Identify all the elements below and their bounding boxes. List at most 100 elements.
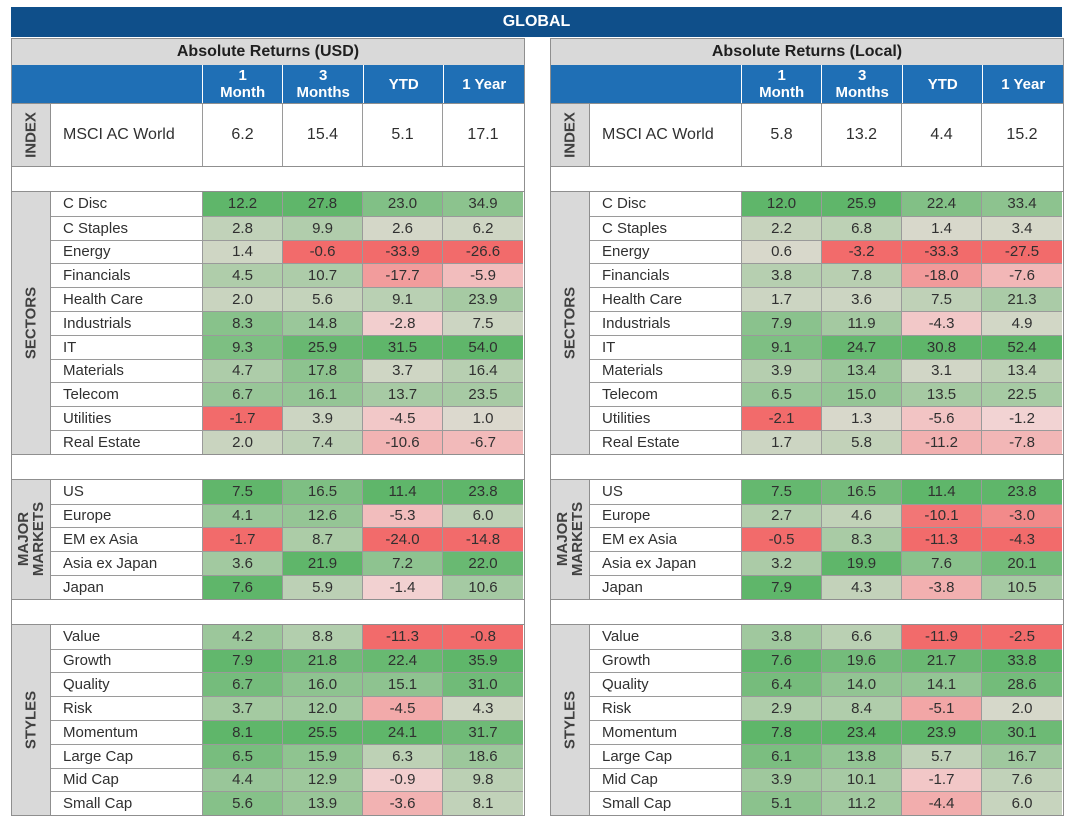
row-label: IT [590,334,742,359]
value-cell: 3.2 [742,551,822,575]
value-cell: 2.8 [203,215,283,240]
row-label: Europe [590,503,742,528]
value-cell: 16.5 [283,479,363,504]
value-cell: 25.9 [283,334,363,359]
table-row: US 7.5 16.5 11.4 23.8 [51,479,524,504]
table-row: Health Care 1.7 3.6 7.5 21.3 [590,287,1063,311]
value-cell: 4.2 [203,624,283,649]
value-cell: -14.8 [443,527,523,552]
value-cell: 5.6 [203,791,283,816]
value-cell: 2.9 [742,696,822,720]
table-row: Telecom 6.7 16.1 13.7 23.5 [51,382,524,407]
value-cell: -27.5 [982,239,1062,264]
group-label-cell: SECTORS [12,192,51,454]
value-cell: 5.1 [742,791,822,816]
value-cell: 34.9 [443,192,523,216]
value-cell: 5.8 [822,429,902,454]
table-row: Energy 1.4 -0.6 -33.9 -26.6 [51,239,524,264]
column-header: 1 Year [1001,75,1046,93]
table-row: Europe 2.7 4.6 -10.1 -3.0 [590,503,1063,528]
group-spacer [551,598,1063,624]
row-label: Momentum [51,719,203,744]
row-label: Japan [590,574,742,599]
column-header: 1 Month [203,65,284,103]
value-cell: 3.9 [742,358,822,383]
value-cell: 13.7 [363,382,443,407]
group-spacer [551,166,1063,191]
value-cell: 23.9 [902,719,982,744]
value-cell: -4.4 [902,791,982,816]
value-cell: 7.6 [742,648,822,673]
value-cell: 6.1 [742,743,822,768]
column-header: YTD [903,65,984,103]
value-cell: 22.4 [363,648,443,673]
value-cell: 21.9 [283,551,363,575]
group-1: SECTORS C Disc 12.0 25.9 22.4 33.4 C Staples 2.… [551,191,1063,454]
value-cell: 6.6 [822,624,902,649]
row-label: Value [590,624,742,649]
row-label: Utilities [51,406,203,430]
row-label: Industrials [51,310,203,335]
value-cell: 7.4 [283,429,363,454]
value-cell: 7.6 [902,551,982,575]
value-cell: 2.6 [363,215,443,240]
value-cell: 5.8 [742,104,822,166]
value-cell: 16.4 [443,358,523,383]
value-cell: 3.7 [363,358,443,383]
value-cell: 2.0 [203,429,283,454]
table-row: Utilities -1.7 3.9 -4.5 1.0 [51,406,524,430]
value-cell: -4.3 [902,310,982,335]
value-cell: -0.9 [363,767,443,792]
value-cell: 13.8 [822,743,902,768]
value-cell: 8.1 [203,719,283,744]
value-cell: -33.3 [902,239,982,264]
value-cell: 23.8 [982,479,1062,504]
value-cell: 16.7 [982,743,1062,768]
table-row: Mid Cap 3.9 10.1 -1.7 7.6 [590,767,1063,792]
value-cell: 11.9 [822,310,902,335]
value-cell: 35.9 [443,648,523,673]
table-row: MSCI AC World 5.8 13.2 4.4 15.2 [590,104,1063,166]
value-cell: 12.0 [283,696,363,720]
table-row: C Disc 12.2 27.8 23.0 34.9 [51,192,524,216]
group-2: MAJOR MARKETS US 7.5 16.5 11.4 23.8 Europe 4.1 1… [12,478,524,599]
value-cell: 4.4 [203,767,283,792]
value-cell: -1.7 [203,406,283,430]
group-label: SECTORS [561,286,579,359]
table-row: Energy 0.6 -3.2 -33.3 -27.5 [590,239,1063,264]
value-cell: 2.7 [742,503,822,528]
column-header-row: 1 Month 3 Months YTD 1 Year [12,65,524,103]
value-cell: 1.7 [742,429,822,454]
value-cell: 0.6 [742,239,822,264]
row-label: Asia ex Japan [51,551,203,575]
row-label: Value [51,624,203,649]
value-cell: 5.6 [283,287,363,311]
value-cell: 11.4 [363,479,443,504]
value-cell: -6.7 [443,429,523,454]
value-cell: -11.3 [363,624,443,649]
value-cell: 10.1 [822,767,902,792]
table-row: Quality 6.7 16.0 15.1 31.0 [51,672,524,697]
value-cell: 28.6 [982,672,1062,697]
value-cell: 22.4 [902,192,982,216]
row-label: Energy [51,239,203,264]
row-label: MSCI AC World [590,104,742,166]
group-spacer [12,598,524,624]
value-cell: 15.1 [363,672,443,697]
value-cell: 52.4 [982,334,1062,359]
value-cell: 24.7 [822,334,902,359]
value-cell: 7.2 [363,551,443,575]
value-cell: -26.6 [443,239,523,264]
row-label: Materials [590,358,742,383]
table-row: EM ex Asia -0.5 8.3 -11.3 -4.3 [590,527,1063,552]
column-header: YTD [364,65,445,103]
panel-title: Absolute Returns (Local) [551,38,1063,65]
value-cell: -2.5 [982,624,1062,649]
value-cell: 6.5 [203,743,283,768]
group-label: MAJOR MARKETS [554,502,586,577]
value-cell: 16.1 [283,382,363,407]
value-cell: -17.7 [363,263,443,288]
table-row: Value 4.2 8.8 -11.3 -0.8 [51,624,524,649]
value-cell: 23.8 [443,479,523,504]
row-label: Mid Cap [51,767,203,792]
